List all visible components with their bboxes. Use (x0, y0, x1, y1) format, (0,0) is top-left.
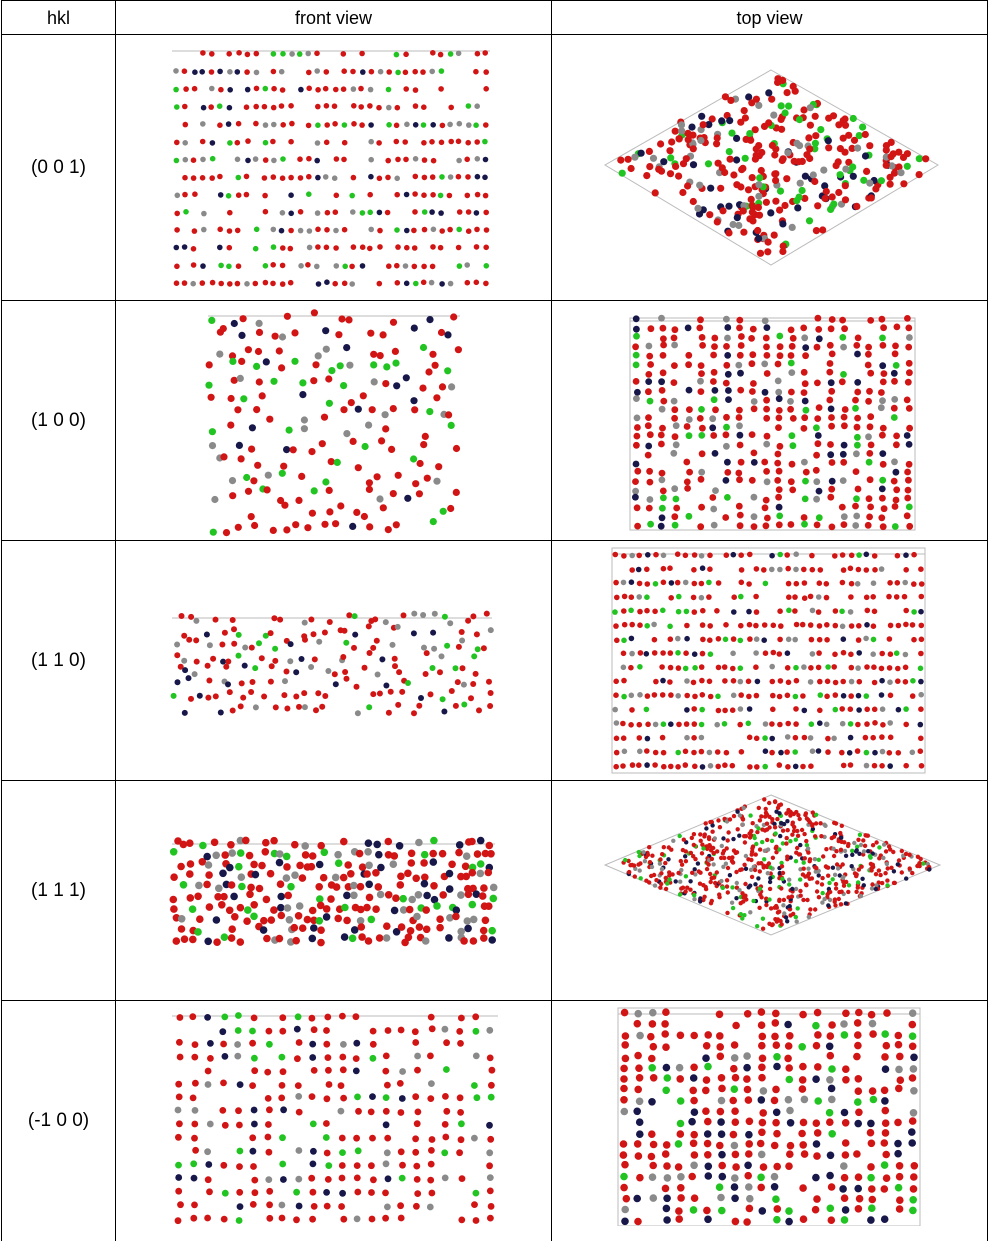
image-cell (115, 540, 551, 781)
hkl-cell-text: (1 1 1) (31, 880, 86, 902)
header-cell: front view (115, 0, 551, 35)
image-cell (551, 1000, 988, 1241)
hkl-cell: (1 1 1) (1, 780, 115, 1001)
header-cell: top view (551, 0, 988, 35)
image-cell (551, 780, 988, 1001)
image-cell (115, 34, 551, 301)
hkl-cell: (1 1 0) (1, 540, 115, 781)
image-cell (551, 34, 988, 301)
image-cell (551, 540, 988, 781)
hkl-cell-text: (-1 0 0) (28, 1110, 89, 1132)
image-cell (115, 300, 551, 541)
image-cell (115, 780, 551, 1001)
header-cell-text: front view (295, 8, 372, 29)
header-cell-text: hkl (47, 8, 70, 29)
page: hkl front view top view (0 0 1) (1 0 0) (1 1 … (0, 0, 988, 1226)
image-cell (115, 1000, 551, 1241)
hkl-cell-text: (0 0 1) (31, 157, 86, 179)
hkl-cell: (-1 0 0) (1, 1000, 115, 1241)
image-cell (551, 300, 988, 541)
header-cell: hkl (1, 0, 115, 35)
header-cell-text: top view (736, 8, 802, 29)
hkl-cell: (0 0 1) (1, 34, 115, 301)
hkl-cell: (1 0 0) (1, 300, 115, 541)
hkl-cell-text: (1 0 0) (31, 410, 86, 432)
hkl-cell-text: (1 1 0) (31, 650, 86, 672)
